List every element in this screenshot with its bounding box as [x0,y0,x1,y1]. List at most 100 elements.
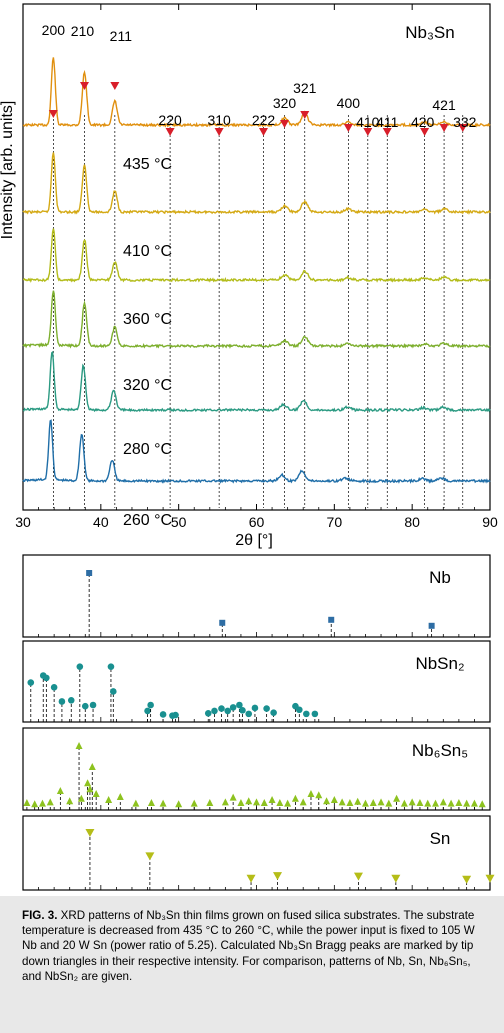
reference-peak-marker [81,702,89,710]
caption-text: XRD patterns of Nb₃Sn thin films grown o… [22,909,475,983]
reference-peak-marker [56,787,64,794]
reference-peak-marker [485,874,495,883]
reference-peak-marker [221,798,229,806]
reference-peak-marker [245,797,253,805]
reference-peak-marker [105,796,113,803]
temperature-label: 320 °C [123,377,172,394]
series-line [22,57,491,128]
reference-panel-frame [22,554,491,638]
reference-peak-marker [416,799,424,806]
reference-peak-marker [229,704,237,711]
series-line [22,350,491,413]
x-tick-label: 90 [482,514,498,530]
temperature-label: 410 °C [123,243,172,260]
reference-peak-marker [88,763,96,770]
temperature-label: 280 °C [123,441,172,458]
miller-index-label: 420 [411,114,435,130]
reference-phase-label: Nb [429,568,451,587]
chart-title: Nb₃Sn [405,23,454,42]
bragg-peak-marker [439,124,449,132]
reference-peak-marker [391,874,401,883]
reference-peak-marker [408,798,416,806]
reference-phase-label: Sn [430,829,451,848]
reference-peak-marker [455,799,463,806]
reference-peak-marker [470,799,478,807]
reference-panels: Nb NbSn₂ Nb₆Sn₅ Sn [22,554,495,891]
x-tick-label: 50 [171,514,187,530]
reference-peak-marker [237,799,245,806]
plot-frame [22,3,491,511]
reference-peak-marker [229,793,237,801]
reference-peak-marker [273,872,283,881]
temperature-label: 435 °C [123,156,172,173]
reference-peak-marker [147,701,154,709]
reference-peak-marker [206,799,214,806]
bragg-peak-marker [382,128,392,136]
reference-peak-marker [219,619,226,626]
reference-peak-marker [204,709,212,717]
reference-panel-frame [22,815,491,891]
reference-peak-marker [385,799,393,807]
reference-peak-marker [296,706,303,714]
reference-peak-marker [338,798,346,806]
reference-peak-marker [323,797,331,805]
temperature-label: 360 °C [123,311,172,328]
reference-peak-marker [86,785,94,793]
reference-peak-marker [330,796,338,803]
reference-peak-marker [463,799,471,807]
reference-peak-marker [346,799,354,806]
reference-peak-marker [50,684,58,691]
reference-peak-marker [92,790,100,797]
reference-peak-marker [328,616,335,623]
y-axis-label: Intensity [arb. units] [0,101,16,240]
reference-peak-marker [109,688,117,695]
reference-peak-marker [307,790,315,797]
reference-peak-marker [246,874,256,883]
reference-peak-marker [172,711,179,719]
series-line [22,290,491,349]
miller-index-label: 411 [376,114,399,130]
reference-peak-marker [361,799,369,807]
miller-index-label: 200 [42,22,66,38]
bragg-peak-marker [259,128,269,136]
miller-index-label: 310 [207,112,231,128]
x-tick-label: 80 [404,514,420,530]
reference-peak-marker [159,711,167,718]
reference-peak-marker [439,798,447,806]
caption-box: FIG. 3. XRD patterns of Nb₃Sn thin films… [0,896,504,1033]
miller-index-label: 220 [158,112,182,128]
reference-peak-marker [239,707,246,714]
bragg-peak-marker [363,128,373,136]
bragg-peak-marker [343,124,353,132]
reference-peak-marker [77,794,85,802]
figure-caption: FIG. 3. XRD patterns of Nb₃Sn thin films… [22,908,492,984]
reference-peak-marker [462,875,472,884]
figure: 30 40 50 60 70 80 90 2θ [°] Intensity [arb. unit… [0,3,498,891]
reference-peak-marker [147,799,155,806]
reference-peak-marker [354,797,362,805]
reference-peak-marker [46,798,54,806]
reference-peak-marker [377,798,385,806]
bragg-peak-marker [48,110,58,118]
bragg-peak-marker [300,111,310,119]
reference-peak-marker [253,798,260,806]
reference-peak-marker [393,794,401,802]
reference-peak-marker [75,742,83,749]
miller-index-label: 421 [432,97,456,113]
miller-index-label: 211 [110,28,133,44]
reference-peak-marker [268,796,276,803]
reference-peak-marker [84,779,92,787]
reference-peak-marker [132,799,140,807]
reference-peak-marker [270,709,277,716]
miller-index-label: 332 [453,114,477,130]
miller-index-label: 210 [71,23,95,39]
miller-index-label: 222 [252,112,276,128]
reference-peak-marker [145,852,155,861]
x-axis-label: 2θ [°] [235,532,273,549]
miller-index-label: 320 [273,95,297,111]
reference-peak-marker [245,710,253,718]
reference-peak-marker [353,872,363,881]
reference-peak-marker [263,705,270,712]
series-line [23,228,491,283]
reference-peak-marker [89,701,97,709]
